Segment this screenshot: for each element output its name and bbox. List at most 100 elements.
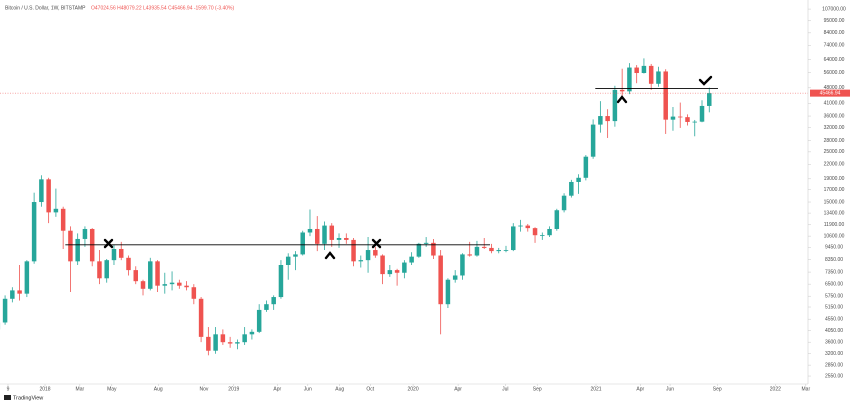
candle-body xyxy=(670,116,676,120)
candle-body xyxy=(394,270,400,273)
candle-body xyxy=(641,65,647,74)
x-tick-label: Apr xyxy=(636,386,644,392)
y-tick-label: 32000.00 xyxy=(824,125,845,131)
x-tick-label: 2018 xyxy=(39,386,50,392)
candle-body xyxy=(387,270,393,275)
y-tick-label: 22000.00 xyxy=(824,162,845,168)
candle-body xyxy=(358,260,364,262)
candle-body xyxy=(692,121,697,123)
y-tick-label: 6500.00 xyxy=(825,281,843,287)
x-tick-label: 2021 xyxy=(590,386,601,392)
candle-body xyxy=(169,282,175,285)
y-tick-label: 64000.00 xyxy=(824,57,845,63)
candle-body xyxy=(46,179,51,213)
candle-body xyxy=(569,181,574,196)
candle-body xyxy=(336,237,342,240)
x-tick-label: Jun xyxy=(304,386,312,392)
candle-body xyxy=(2,298,8,323)
candle-body xyxy=(525,225,531,229)
y-tick-label: 4050.00 xyxy=(825,328,843,334)
candle-body xyxy=(481,246,487,248)
candle-body xyxy=(307,228,313,233)
candle-body xyxy=(605,116,610,122)
price-label-box xyxy=(810,89,850,97)
candle-body xyxy=(380,255,385,275)
candle-body xyxy=(540,235,545,237)
y-tick-label: 84000.00 xyxy=(824,30,845,36)
candle-body xyxy=(648,65,654,84)
candle-body xyxy=(598,116,603,125)
candle-body xyxy=(264,304,269,310)
y-tick-label: 17000.00 xyxy=(824,187,845,193)
candle-body xyxy=(118,248,124,258)
candle-body xyxy=(503,250,509,251)
candle-body xyxy=(423,242,429,244)
caret-mark xyxy=(324,251,336,260)
candle-body xyxy=(431,242,436,256)
y-tick-label: 9450.00 xyxy=(825,245,843,251)
y-tick-label: 19000.00 xyxy=(824,176,845,182)
candle-body xyxy=(227,342,233,344)
candle-body xyxy=(452,275,458,280)
brand-logo xyxy=(4,395,11,400)
y-tick-label: 3600.00 xyxy=(825,340,843,346)
candle-body xyxy=(293,254,298,257)
candle-body xyxy=(576,177,581,182)
candle-body xyxy=(344,237,349,240)
candle-body xyxy=(177,282,182,286)
candle-body xyxy=(322,225,327,244)
candle-body xyxy=(518,225,523,227)
candle-body xyxy=(191,287,197,299)
candle-body xyxy=(445,279,451,305)
candle-body xyxy=(590,124,596,157)
y-tick-label: 56000.00 xyxy=(824,70,845,76)
chart-title: Bitcoin / U.S. Dollar, 1W, BITSTAMP xyxy=(5,5,86,11)
brand-name: TradingView xyxy=(13,395,43,401)
candle-body xyxy=(53,208,59,213)
y-tick-label: 95000.00 xyxy=(824,18,845,24)
x-tick-label: 2019 xyxy=(228,386,239,392)
candle-body xyxy=(677,116,683,118)
x-tick-label: Mar xyxy=(802,386,811,392)
y-tick-label: 7350.00 xyxy=(825,269,843,275)
y-tick-label: 13400.00 xyxy=(824,210,845,216)
cross-mark xyxy=(371,238,382,249)
candle-body xyxy=(699,105,705,122)
y-tick-label: 48000.00 xyxy=(824,85,845,91)
x-tick-label: 2020 xyxy=(408,386,419,392)
x-tick-label: Oct xyxy=(366,386,374,392)
x-tick-label: Jul xyxy=(502,386,508,392)
candle-body xyxy=(612,89,618,122)
plot: 107000.00 95000.00 84000.00 74000.00 64000.0… xyxy=(0,6,850,392)
candle-body xyxy=(213,334,218,351)
candle-body xyxy=(68,230,73,262)
candle-body xyxy=(75,238,80,262)
candle-body xyxy=(82,228,88,239)
y-tick-label: 28000.00 xyxy=(824,138,845,144)
candle-body xyxy=(656,71,661,84)
candle-body xyxy=(249,331,255,335)
candle-body xyxy=(583,156,589,178)
candle-body xyxy=(162,284,168,286)
candle-body xyxy=(198,298,204,337)
candle-body xyxy=(416,243,422,257)
candle-body xyxy=(271,297,276,305)
y-tick-label: 3200.00 xyxy=(825,351,843,357)
candle-body xyxy=(663,71,668,120)
x-tick-label: Jun xyxy=(666,386,674,392)
candle-body xyxy=(104,260,109,279)
candle-body xyxy=(685,117,690,122)
candle-body xyxy=(467,254,472,256)
candle-body xyxy=(97,261,102,279)
candle-body xyxy=(278,264,284,298)
y-tick-label: 5750.00 xyxy=(825,294,843,300)
cross-mark xyxy=(103,238,114,249)
candle-body xyxy=(148,261,153,289)
candle-body xyxy=(489,247,494,252)
candle-body xyxy=(329,225,335,240)
brand: TradingView xyxy=(4,395,43,401)
y-tick-label: 74000.00 xyxy=(824,43,845,49)
candle-body xyxy=(460,254,465,276)
candle-body xyxy=(206,336,211,351)
